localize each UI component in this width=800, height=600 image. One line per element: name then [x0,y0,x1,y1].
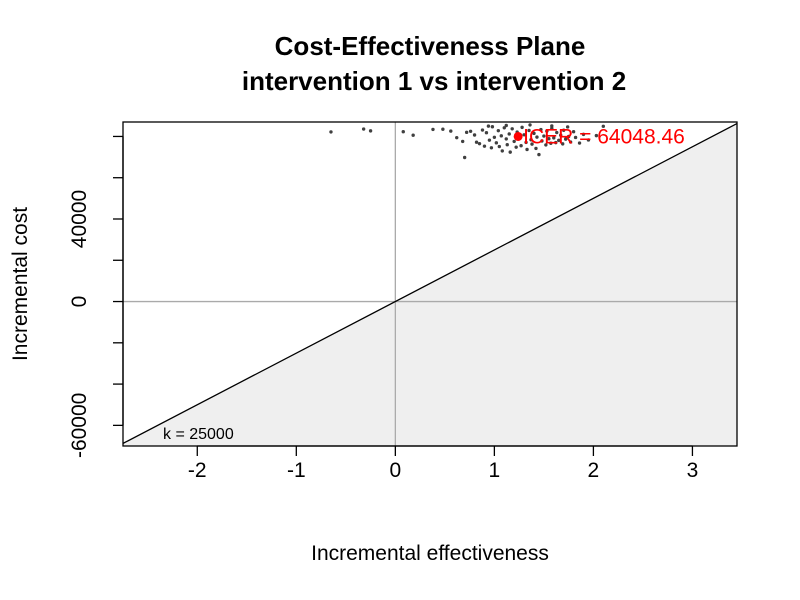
simulation-point [557,138,561,143]
simulation-point [522,133,526,137]
simulation-point [482,144,487,148]
icer-point [513,131,523,141]
simulation-point [535,135,539,139]
simulation-point [468,129,473,133]
simulation-point [462,155,467,160]
simulation-point [539,127,543,132]
x-axis: -2 -1 0 1 2 3 [188,445,699,482]
simulation-point [594,133,599,138]
simulation-point [514,145,518,149]
simulation-point [460,139,465,144]
simulation-point [455,135,459,140]
simulation-point [577,141,582,145]
simulation-point [525,147,529,152]
plot-area: ICER = 64048.46 k = 25000 [123,122,737,446]
simulation-point [441,127,445,131]
simulation-point [492,135,497,139]
simulation-point [474,140,479,144]
chart-title: Cost-Effectiveness Plane [275,31,586,61]
simulation-point [497,144,502,149]
x-tick-label: 1 [489,459,501,482]
simulation-point [507,132,511,136]
simulation-point [524,140,528,145]
simulation-point [504,123,508,128]
y-axis-label: Incremental cost [9,207,32,361]
simulation-point [534,146,538,151]
simulation-point [329,130,333,134]
simulation-point [542,134,546,138]
simulation-point [561,142,565,146]
simulation-point [472,133,477,137]
simulation-point [565,125,570,129]
y-axis: -60000 0 40000 [68,135,124,458]
simulation-point [411,133,415,137]
simulation-point [554,140,558,145]
simulation-point [490,125,495,129]
simulation-point [494,141,499,145]
simulation-point [464,130,469,135]
simulation-point [489,146,494,150]
simulation-point [550,124,554,128]
x-tick-label: -2 [188,459,207,482]
simulation-point [537,152,541,157]
simulation-point [563,137,568,141]
simulation-point [547,137,551,141]
simulation-point [401,129,405,134]
simulation-point [559,133,563,137]
simulation-point [527,128,531,133]
simulation-point [566,134,571,139]
simulation-point [484,131,489,135]
simulation-point [431,127,435,132]
simulation-point [500,149,504,153]
simulation-point [555,130,559,135]
simulation-point [499,134,504,138]
simulation-point [532,131,536,136]
simulation-point [477,141,482,146]
simulation-point [529,138,533,142]
simulation-point [510,127,514,131]
simulation-point [528,123,532,127]
x-axis-label: Incremental effectiveness [311,542,549,565]
simulation-point [561,128,566,132]
y-tick-label: -60000 [68,393,91,458]
x-tick-label: 3 [687,459,699,482]
simulation-point [519,144,523,148]
x-tick-label: 0 [389,459,401,482]
simulation-point [486,124,491,128]
simulation-point [504,137,508,141]
simulation-points [329,123,606,160]
simulation-point [571,129,576,134]
simulation-point [544,143,548,147]
y-tick-label: 0 [68,296,91,308]
simulation-point [545,129,549,133]
simulation-point [487,138,492,142]
simulation-point [502,126,506,130]
icer-label: ICER = 64048.46 [523,125,685,148]
simulation-point [568,140,573,144]
x-tick-label: -1 [287,459,306,482]
wtp-label: k = 25000 [163,426,234,443]
simulation-point [449,129,453,133]
simulation-point [530,142,534,146]
chart-subtitle: intervention 1 vs intervention 2 [242,66,626,96]
simulation-point [581,132,586,137]
simulation-point [368,129,373,133]
willingness-to-pay-line [123,122,737,444]
simulation-point [480,128,485,132]
simulation-point [552,136,556,140]
y-tick-label: 40000 [68,190,91,248]
simulation-point [573,135,578,140]
simulation-point [505,143,509,147]
x-tick-label: 2 [588,459,600,482]
simulation-point [601,124,606,129]
simulation-point [540,139,544,143]
simulation-point [586,138,591,142]
simulation-point [520,125,524,130]
simulation-point [512,139,516,144]
simulation-point [496,128,501,133]
simulation-point [549,141,553,145]
simulation-point [508,150,512,154]
simulation-point [361,127,366,131]
